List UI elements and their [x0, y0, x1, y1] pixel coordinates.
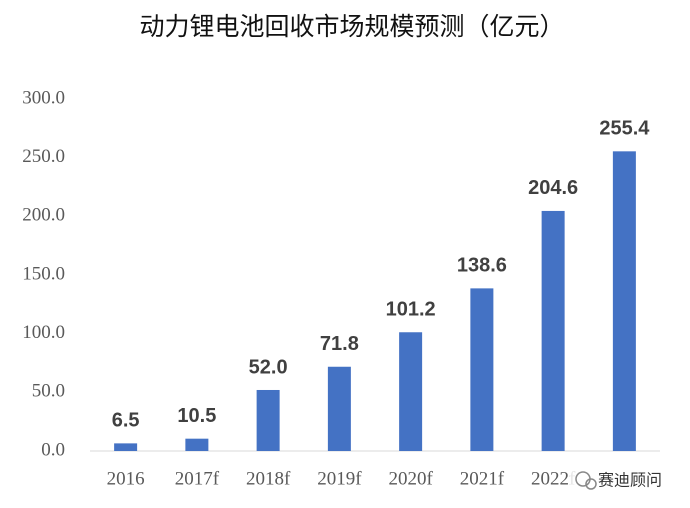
watermark-group: 赛迪顾问: [570, 468, 690, 494]
bar: [470, 288, 494, 451]
value-label: 10.5: [177, 405, 216, 427]
value-label: 204.6: [528, 177, 578, 199]
value-label: 6.5: [112, 410, 140, 432]
bar: [256, 389, 280, 451]
watermark-icon: [585, 478, 597, 490]
y-tick-label: 150.0: [22, 263, 65, 284]
y-tick-label: 0.0: [41, 439, 65, 460]
x-tick-label: 2016: [107, 468, 145, 489]
bar: [327, 366, 351, 451]
chart-title: 动力锂电池回收市场规模预测（亿元）: [139, 12, 564, 41]
x-tick-label: 2021f: [460, 468, 505, 489]
y-tick-label: 200.0: [22, 205, 65, 226]
bar: [541, 210, 565, 451]
x-tick-label: 2017f: [175, 468, 220, 489]
x-tick-label: 2022f: [531, 468, 576, 489]
value-label: 255.4: [599, 118, 650, 140]
x-tick-label: 2020f: [388, 468, 433, 489]
value-label: 71.8: [320, 333, 359, 355]
x-tick-label: 2019f: [317, 468, 362, 489]
bar: [114, 443, 138, 451]
bar: [399, 332, 423, 451]
y-tick-label: 100.0: [22, 322, 65, 343]
watermark: 赛迪顾问: [598, 471, 662, 490]
y-tick-label: 50.0: [32, 381, 65, 402]
value-label: 52.0: [249, 356, 288, 378]
bar: [612, 151, 636, 451]
bar: [185, 438, 209, 451]
value-label: 138.6: [457, 255, 507, 277]
x-tick-label: 2018f: [246, 468, 291, 489]
y-tick-label: 250.0: [22, 146, 65, 167]
y-tick-label: 300.0: [22, 87, 65, 108]
value-label: 101.2: [386, 299, 436, 321]
